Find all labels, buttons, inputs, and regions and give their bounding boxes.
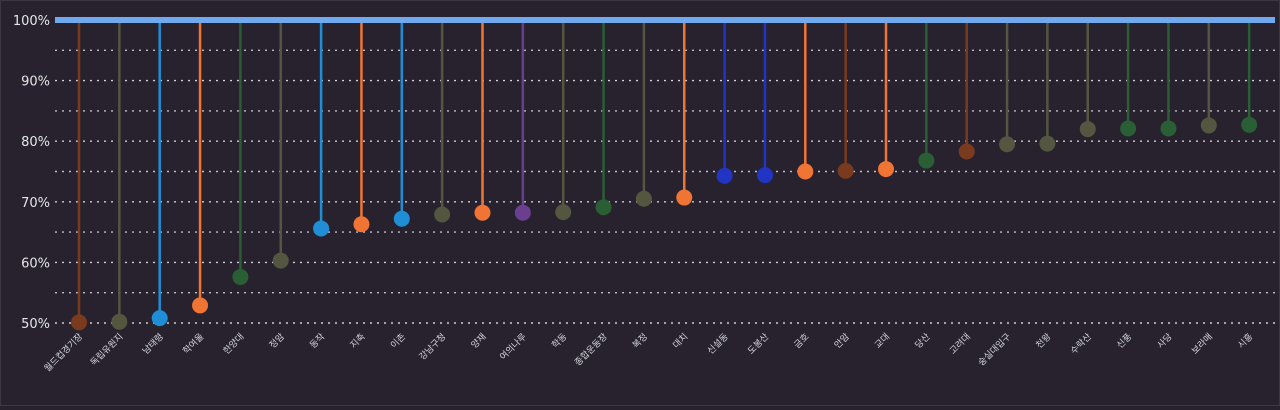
y-tick-label: 60% [21,256,50,271]
data-point[interactable] [151,310,168,327]
x-tick-label: 사당 [1155,331,1174,350]
x-tick-label: 이촌 [388,331,407,350]
x-tick-label: 신풍 [1115,331,1134,350]
data-point[interactable] [1241,116,1258,133]
data-point[interactable] [232,268,249,285]
data-point[interactable] [958,143,975,160]
data-point[interactable] [514,204,531,221]
x-tick-label: 숭실대입구 [975,331,1013,369]
data-point[interactable] [111,313,128,330]
y-axis: 50% 60% 70% 80% 90% 100% [13,14,50,332]
x-tick-label: 금호 [792,331,811,350]
data-point[interactable] [1039,135,1056,152]
data-point[interactable] [353,216,370,233]
data-point[interactable] [1160,120,1177,137]
data-point[interactable] [837,162,854,179]
data-point[interactable] [635,190,652,207]
x-tick-label: 천왕 [1034,331,1053,350]
data-point[interactable] [313,220,330,237]
x-tick-label: 강남구청 [417,331,448,362]
x-tick-label: 학동 [550,331,569,350]
data-point[interactable] [716,167,733,184]
data-point[interactable] [918,152,935,169]
data-point[interactable] [555,204,572,221]
x-tick-label: 한양대 [221,331,246,356]
data-point[interactable] [595,199,612,216]
y-tick-label: 100% [13,14,50,29]
data-point[interactable] [393,210,410,227]
x-tick-label: 월드컵경기장 [42,331,86,375]
data-point[interactable] [797,163,814,180]
x-tick-label: 보라매 [1190,331,1215,356]
data-point[interactable] [878,161,894,178]
data-point[interactable] [1079,121,1096,138]
x-tick-label: 복정 [631,331,650,350]
x-tick-label: 남태령 [140,331,166,357]
x-tick-label: 정암 [267,331,287,351]
data-point[interactable] [999,136,1016,153]
y-tick-label: 70% [21,196,50,211]
x-axis: 월드컵경기장 독립유원지 남태령 학여울 한양대 정암 동작 지축 이촌 강남구청 양재 여의나루 학동… [42,331,1256,375]
x-tick-label: 당산 [913,331,932,350]
x-tick-label: 신설동 [705,331,730,356]
y-tick-label: 90% [21,75,50,90]
x-tick-label: 수락산 [1068,331,1094,357]
x-tick-label: 동작 [308,331,327,350]
data-point[interactable] [1200,117,1217,134]
x-tick-label: 여의나루 [497,331,529,363]
y-tick-label: 50% [21,317,50,332]
x-tick-label: 학여울 [180,331,206,357]
x-tick-label: 도봉산 [746,331,771,356]
x-tick-label: 안암 [832,331,852,351]
gridlines [55,49,1275,324]
x-tick-label: 독립유원지 [88,331,125,368]
x-tick-label: 종합운동장 [573,331,610,368]
data-point[interactable] [192,297,209,314]
data-point[interactable] [474,204,491,221]
x-tick-label: 양재 [469,331,488,350]
x-tick-label: 시흥 [1235,331,1255,351]
y-tick-label: 80% [21,135,50,150]
data-point[interactable] [676,189,693,206]
data-point[interactable] [272,252,289,269]
data-point[interactable] [71,314,87,331]
data-point[interactable] [756,167,773,184]
x-tick-label: 지축 [348,331,367,350]
x-tick-label: 대치 [670,331,690,351]
data-point[interactable] [434,206,451,223]
x-tick-label: 고려대 [947,331,972,356]
x-tick-label: 교대 [873,331,892,350]
data-point[interactable] [1120,120,1137,137]
stems [77,20,1251,323]
dots [71,116,1258,331]
